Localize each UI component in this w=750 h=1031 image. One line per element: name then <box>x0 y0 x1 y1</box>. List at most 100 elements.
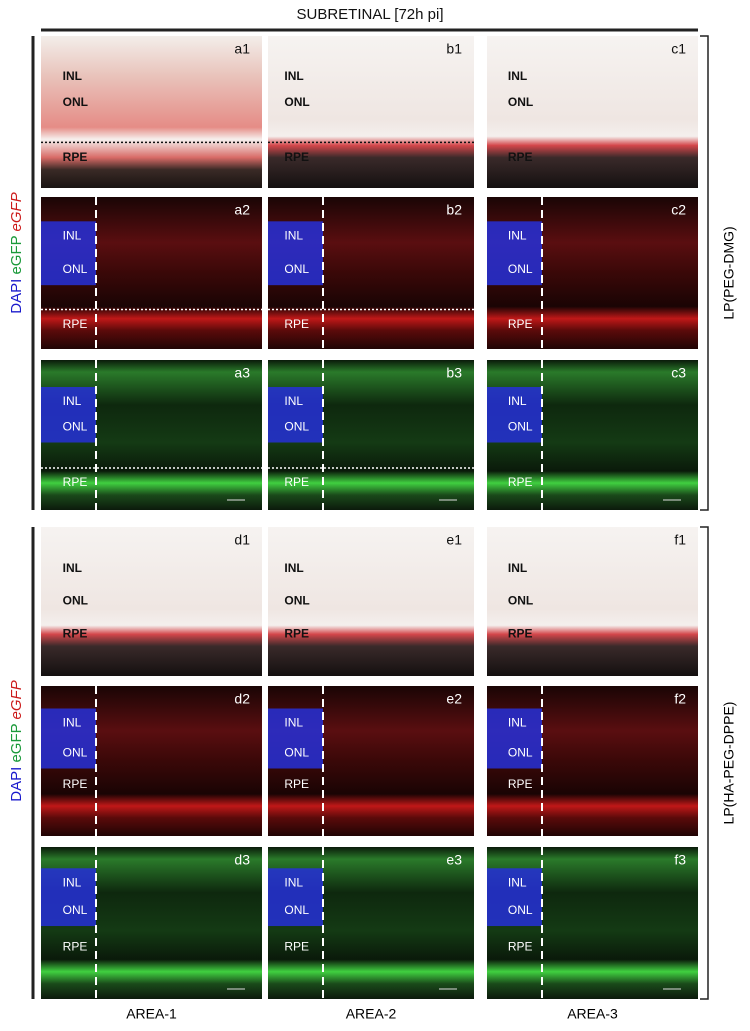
layer-label: ONL <box>508 420 533 434</box>
dapi-region <box>487 868 542 927</box>
layer-label: ONL <box>63 594 88 608</box>
layer-label: ONL <box>63 95 88 109</box>
dapi-region <box>268 387 323 443</box>
panel-id: a1 <box>234 41 250 57</box>
layer-label: ONL <box>284 746 309 760</box>
layer-label: INL <box>63 716 82 730</box>
layer-label: INL <box>63 876 82 890</box>
layer-label: ONL <box>63 903 88 917</box>
stain-word: eGFP <box>8 192 25 231</box>
micrograph <box>487 527 698 676</box>
dapi-region <box>487 221 542 286</box>
layer-label: INL <box>284 229 303 243</box>
layer-label: ONL <box>284 420 309 434</box>
layer-label: RPE <box>508 626 533 640</box>
group-label: LP(PEG-DMG) <box>721 226 737 319</box>
dapi-region <box>41 708 96 769</box>
layer-label: ONL <box>284 594 309 608</box>
layer-label: RPE <box>284 777 309 791</box>
layer-label: INL <box>508 716 527 730</box>
figure-title: SUBRETINAL [72h pi] <box>296 6 443 23</box>
stain-label: DAPI eGFP eGFP <box>8 680 25 801</box>
layer-label: RPE <box>284 939 309 953</box>
micrograph <box>268 527 474 676</box>
stain-word: DAPI <box>8 279 25 314</box>
layer-label: RPE <box>508 939 533 953</box>
stain-word: eGFP <box>8 680 25 719</box>
dapi-region <box>268 221 323 286</box>
layer-label: RPE <box>284 150 309 164</box>
right-bracket <box>700 526 709 1000</box>
layer-label: ONL <box>508 95 533 109</box>
dapi-region <box>487 708 542 769</box>
layer-label: ONL <box>63 262 88 276</box>
right-bracket <box>700 35 709 511</box>
column-label: AREA-3 <box>567 1006 618 1022</box>
dapi-region <box>41 221 96 286</box>
layer-label: RPE <box>284 626 309 640</box>
layer-label: ONL <box>508 262 533 276</box>
panel-id: c2 <box>671 202 686 218</box>
panel-id: c1 <box>671 41 686 57</box>
layer-label: RPE <box>508 475 533 489</box>
layer-label: RPE <box>508 777 533 791</box>
dapi-region <box>268 708 323 769</box>
layer-label: RPE <box>284 317 309 331</box>
panel-id: e2 <box>446 691 462 707</box>
panel-id: b3 <box>446 365 462 381</box>
dapi-region <box>41 387 96 443</box>
panel-id: b1 <box>446 41 462 57</box>
layer-label: INL <box>284 69 303 83</box>
layer-label: ONL <box>508 903 533 917</box>
panel-id: e3 <box>446 852 462 868</box>
layer-label: INL <box>63 394 82 408</box>
layer-label: ONL <box>508 594 533 608</box>
layer-label: ONL <box>63 746 88 760</box>
panel-id: f2 <box>674 691 686 707</box>
layer-label: RPE <box>63 475 88 489</box>
layer-label: INL <box>284 716 303 730</box>
layer-label: RPE <box>284 475 309 489</box>
panel-id: f1 <box>674 532 686 548</box>
layer-label: INL <box>508 561 527 575</box>
dapi-region <box>268 868 323 927</box>
micrograph <box>41 36 262 188</box>
layer-label: ONL <box>284 95 309 109</box>
layer-label: INL <box>284 876 303 890</box>
panel-id: d3 <box>234 852 250 868</box>
layer-label: ONL <box>508 746 533 760</box>
layer-label: ONL <box>284 903 309 917</box>
panel-id: b2 <box>446 202 462 218</box>
panel-id: f3 <box>674 852 686 868</box>
dapi-region <box>41 868 96 927</box>
panel-id: a2 <box>234 202 250 218</box>
layer-label: ONL <box>63 420 88 434</box>
micrograph <box>268 36 474 188</box>
dapi-region <box>487 387 542 443</box>
column-label: AREA-2 <box>346 1006 397 1022</box>
panel-id: a3 <box>234 365 250 381</box>
stain-word: eGFP <box>8 235 25 274</box>
layer-label: INL <box>508 69 527 83</box>
panel-id: e1 <box>446 532 462 548</box>
layer-label: RPE <box>63 317 88 331</box>
panel-id: d1 <box>234 532 250 548</box>
layer-label: INL <box>508 876 527 890</box>
layer-label: INL <box>284 394 303 408</box>
group-label: LP(HA-PEG-DPPE) <box>721 702 737 825</box>
layer-label: INL <box>284 561 303 575</box>
panel-id: c3 <box>671 365 686 381</box>
stain-label: DAPI eGFP eGFP <box>8 192 25 313</box>
micrograph <box>487 36 698 188</box>
panel-id: d2 <box>234 691 250 707</box>
stain-word: DAPI <box>8 767 25 802</box>
column-label: AREA-1 <box>126 1006 177 1022</box>
layer-label: INL <box>508 229 527 243</box>
stain-word: eGFP <box>8 723 25 762</box>
layer-label: RPE <box>63 150 88 164</box>
layer-label: RPE <box>63 939 88 953</box>
layer-label: INL <box>508 394 527 408</box>
layer-label: RPE <box>508 150 533 164</box>
layer-label: INL <box>63 229 82 243</box>
